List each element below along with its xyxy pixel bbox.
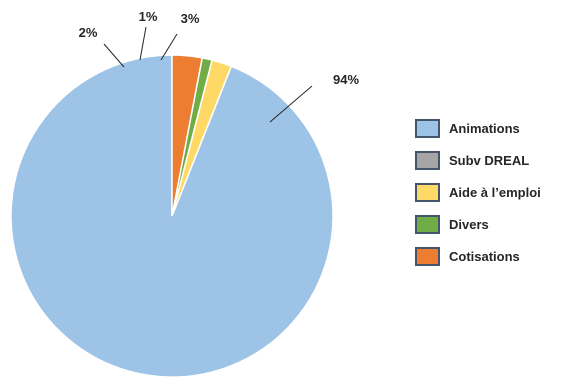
legend: Animations Subv DREAL Aide à l’emploi Di… [415, 116, 575, 276]
leader-line-divers [139, 26, 147, 61]
legend-label-cotisations: Cotisations [449, 249, 520, 264]
legend-item-divers: Divers [415, 212, 575, 237]
leader-lines [103, 26, 313, 123]
legend-swatch-animations [415, 119, 440, 138]
legend-item-animations: Animations [415, 116, 575, 141]
pie-slices [10, 54, 334, 377]
legend-item-cotisations: Cotisations [415, 244, 575, 269]
leader-line-animations [269, 85, 313, 123]
leader-line-aide-a-l-emploi [103, 43, 125, 68]
data-label-aide-a-l-emploi: 2% [79, 25, 98, 40]
data-label-animations: 94% [333, 72, 359, 87]
legend-swatch-cotisations [415, 247, 440, 266]
legend-swatch-divers [415, 215, 440, 234]
data-labels: 94% 2% 1% 3% [79, 9, 360, 87]
legend-label-divers: Divers [449, 217, 489, 232]
legend-swatch-aide-emploi [415, 183, 440, 202]
data-label-divers: 1% [139, 9, 158, 24]
legend-item-aide-emploi: Aide à l’emploi [415, 180, 575, 205]
data-label-cotisations: 3% [181, 11, 200, 26]
legend-swatch-subv-dreal [415, 151, 440, 170]
legend-label-animations: Animations [449, 121, 520, 136]
legend-label-aide-emploi: Aide à l’emploi [449, 185, 541, 200]
legend-item-subv-dreal: Subv DREAL [415, 148, 575, 173]
pie-slice-cotisations [171, 54, 204, 217]
leader-line-cotisations [160, 33, 178, 61]
legend-label-subv-dreal: Subv DREAL [449, 153, 530, 168]
